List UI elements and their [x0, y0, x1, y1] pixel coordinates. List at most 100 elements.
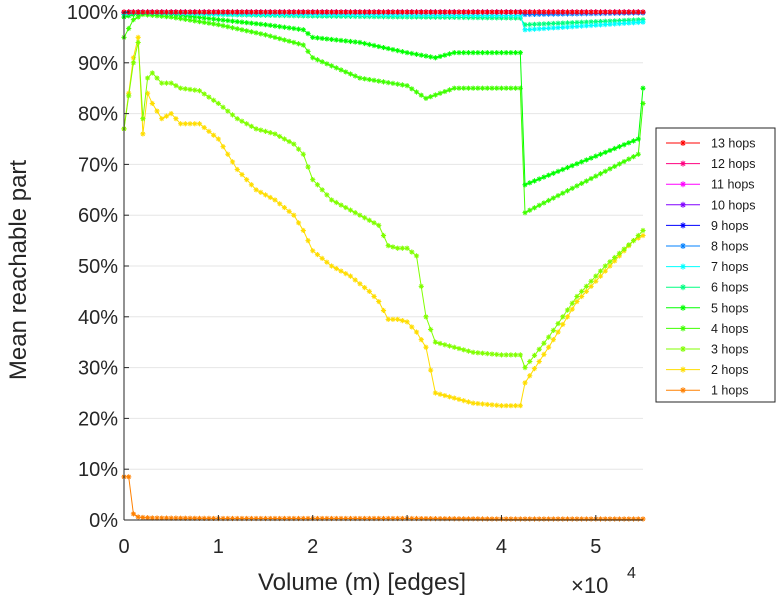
data-point	[201, 124, 207, 131]
data-point	[168, 111, 174, 117]
data-point	[531, 352, 538, 359]
data-point	[253, 126, 259, 132]
data-point	[569, 516, 575, 522]
data-point	[258, 127, 264, 133]
data-point	[423, 314, 429, 320]
data-point	[607, 263, 613, 269]
data-point	[680, 366, 686, 373]
data-point	[366, 9, 372, 15]
data-point	[630, 17, 637, 23]
data-point	[527, 21, 533, 28]
data-point	[234, 515, 240, 522]
data-point	[498, 352, 505, 358]
data-point	[456, 345, 462, 352]
data-point	[314, 9, 321, 15]
data-point	[380, 12, 387, 18]
data-point	[607, 259, 613, 265]
data-point	[489, 402, 495, 408]
data-point	[626, 17, 632, 23]
data-point	[385, 316, 391, 322]
data-point	[583, 19, 589, 25]
data-point	[612, 145, 618, 152]
data-point	[635, 17, 641, 23]
data-point	[300, 9, 306, 15]
data-point	[602, 168, 608, 174]
data-point	[366, 288, 372, 294]
data-point	[465, 9, 472, 15]
data-point	[149, 70, 155, 76]
data-point	[314, 57, 321, 63]
data-point	[583, 9, 589, 15]
data-point	[607, 166, 613, 172]
data-point	[579, 23, 585, 29]
data-point	[503, 85, 509, 91]
data-point	[182, 9, 188, 15]
data-point	[446, 343, 453, 349]
data-point	[531, 26, 538, 32]
data-point	[541, 340, 547, 346]
data-point	[461, 398, 467, 404]
legend-entry: 9 hops	[666, 219, 749, 233]
data-point	[144, 75, 151, 81]
data-point	[607, 147, 613, 154]
data-point	[291, 212, 297, 218]
data-point	[201, 15, 207, 21]
plot-area	[121, 9, 646, 522]
data-point	[329, 12, 335, 18]
data-point	[262, 22, 269, 28]
data-point	[550, 195, 556, 201]
data-point	[494, 50, 500, 56]
data-point	[680, 222, 686, 229]
data-point	[503, 9, 509, 15]
data-point	[357, 39, 363, 46]
data-point	[239, 118, 245, 124]
data-point	[380, 307, 387, 314]
data-point	[527, 516, 533, 522]
data-point	[399, 245, 405, 251]
data-point	[220, 17, 226, 23]
data-point	[168, 80, 174, 86]
data-point	[569, 300, 575, 306]
data-point	[347, 515, 354, 522]
data-point	[244, 515, 250, 522]
data-point	[248, 20, 254, 26]
data-point	[324, 61, 330, 67]
data-point	[357, 12, 363, 18]
data-point	[451, 395, 457, 401]
data-point	[385, 9, 391, 15]
data-point	[352, 12, 358, 18]
data-point	[376, 222, 382, 228]
x-multiplier: ×10 4	[571, 565, 636, 598]
data-point	[135, 34, 141, 40]
data-point	[253, 30, 259, 36]
data-point	[593, 22, 599, 28]
data-point	[380, 44, 387, 51]
legend-entry: 10 hops	[666, 198, 755, 212]
data-point	[201, 9, 207, 15]
data-point	[593, 153, 599, 159]
data-point	[513, 352, 519, 358]
data-point	[517, 12, 523, 19]
data-point	[267, 130, 273, 136]
y-tick-label: 50%	[78, 256, 118, 278]
legend-label: 10 hops	[711, 198, 755, 212]
data-point	[616, 18, 623, 24]
data-point	[305, 30, 311, 37]
data-point	[239, 515, 245, 522]
data-point	[546, 197, 552, 204]
data-point	[286, 25, 292, 31]
data-point	[451, 9, 457, 15]
data-point	[225, 24, 231, 30]
data-point	[343, 271, 349, 277]
y-axis-title: Mean reachable part	[5, 160, 32, 380]
data-point	[220, 144, 226, 150]
data-point	[546, 172, 552, 178]
data-point	[423, 53, 429, 59]
data-point	[362, 40, 368, 47]
data-point	[527, 373, 533, 379]
data-point	[211, 132, 217, 138]
data-point	[390, 9, 396, 15]
data-point	[475, 516, 481, 522]
series-2-hops	[121, 34, 646, 409]
